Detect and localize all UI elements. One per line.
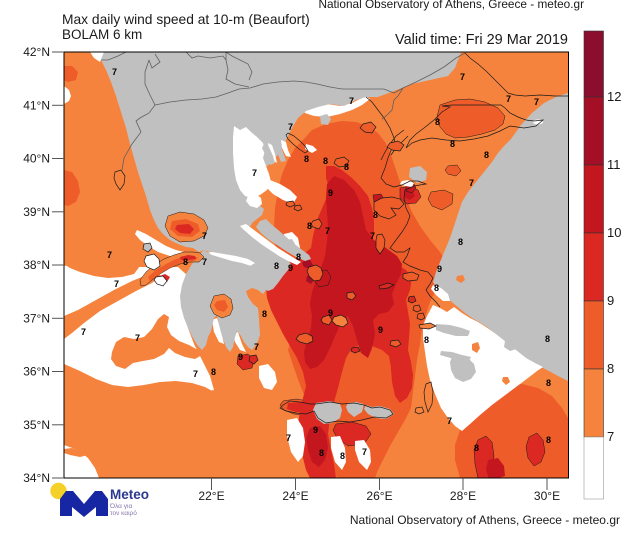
- svg-text:7: 7: [112, 67, 117, 77]
- svg-text:8: 8: [450, 139, 455, 149]
- svg-text:7: 7: [135, 333, 140, 343]
- svg-text:7: 7: [370, 231, 375, 241]
- svg-text:Max daily wind speed at 10-m (: Max daily wind speed at 10-m (Beaufort): [62, 12, 310, 27]
- svg-text:BOLAM 6 km: BOLAM 6 km: [62, 27, 142, 42]
- svg-text:7: 7: [252, 168, 257, 178]
- svg-text:National Observatory of Athens: National Observatory of Athens, Greece -…: [350, 513, 620, 527]
- svg-text:36°N: 36°N: [23, 365, 50, 379]
- svg-text:7: 7: [534, 97, 539, 107]
- svg-text:9: 9: [328, 188, 333, 198]
- svg-text:8: 8: [546, 378, 551, 388]
- svg-text:7: 7: [193, 369, 198, 379]
- svg-text:7: 7: [254, 342, 259, 352]
- svg-text:8: 8: [474, 443, 479, 453]
- svg-text:8: 8: [434, 283, 439, 293]
- svg-text:8: 8: [211, 367, 216, 377]
- svg-text:7: 7: [506, 94, 511, 104]
- svg-text:9: 9: [378, 325, 383, 335]
- svg-text:40°N: 40°N: [23, 152, 50, 166]
- svg-text:Όλα για: Όλα για: [109, 503, 132, 510]
- svg-text:7: 7: [107, 250, 112, 260]
- svg-text:8: 8: [183, 257, 188, 267]
- svg-text:10: 10: [607, 225, 621, 240]
- svg-text:11: 11: [607, 157, 621, 172]
- svg-text:7: 7: [362, 447, 367, 457]
- svg-text:34°N: 34°N: [23, 471, 50, 485]
- svg-text:9: 9: [437, 264, 442, 274]
- svg-text:8: 8: [340, 451, 345, 461]
- svg-text:7: 7: [202, 257, 207, 267]
- svg-text:7: 7: [349, 96, 354, 106]
- svg-text:8: 8: [546, 435, 551, 445]
- svg-text:7: 7: [288, 122, 293, 132]
- svg-text:7: 7: [114, 279, 119, 289]
- svg-text:8: 8: [262, 309, 267, 319]
- svg-text:7: 7: [460, 72, 465, 82]
- svg-text:8: 8: [458, 237, 463, 247]
- svg-text:8: 8: [484, 150, 489, 160]
- svg-text:41°N: 41°N: [23, 98, 50, 112]
- svg-text:8: 8: [344, 162, 349, 172]
- svg-text:30°E: 30°E: [534, 489, 560, 503]
- svg-text:7: 7: [325, 226, 330, 236]
- svg-text:22°E: 22°E: [198, 489, 224, 503]
- svg-text:8: 8: [424, 335, 429, 345]
- svg-text:37°N: 37°N: [23, 311, 50, 325]
- svg-text:8: 8: [274, 261, 279, 271]
- svg-text:42°N: 42°N: [23, 45, 50, 59]
- svg-text:7: 7: [286, 433, 291, 443]
- svg-text:9: 9: [288, 263, 293, 273]
- svg-text:9: 9: [607, 293, 614, 308]
- svg-text:9: 9: [328, 308, 333, 318]
- svg-text:9: 9: [238, 352, 243, 362]
- svg-text:8: 8: [435, 117, 440, 127]
- svg-text:Valid time: Fri 29 Mar 2019: Valid time: Fri 29 Mar 2019: [395, 32, 568, 48]
- svg-text:24°E: 24°E: [282, 489, 308, 503]
- svg-text:12: 12: [607, 89, 621, 104]
- svg-text:8: 8: [304, 154, 309, 164]
- svg-text:Meteo: Meteo: [110, 487, 149, 502]
- svg-text:8: 8: [545, 334, 550, 344]
- svg-text:7: 7: [469, 178, 474, 188]
- svg-text:National Observatory of Athens: National Observatory of Athens, Greece -…: [318, 0, 584, 11]
- svg-text:35°N: 35°N: [23, 418, 50, 432]
- svg-text:8: 8: [307, 221, 312, 231]
- svg-text:8: 8: [323, 156, 328, 166]
- svg-text:26°E: 26°E: [366, 489, 392, 503]
- svg-text:8: 8: [319, 448, 324, 458]
- svg-text:7: 7: [202, 231, 207, 241]
- svg-text:28°E: 28°E: [450, 489, 476, 503]
- svg-text:38°N: 38°N: [23, 258, 50, 272]
- svg-text:9: 9: [313, 425, 318, 435]
- svg-text:8: 8: [296, 252, 301, 262]
- svg-text:39°N: 39°N: [23, 205, 50, 219]
- svg-text:7: 7: [81, 327, 86, 337]
- svg-text:7: 7: [447, 416, 452, 426]
- svg-text:8: 8: [607, 361, 614, 376]
- svg-text:7: 7: [607, 429, 614, 444]
- svg-text:τον καιρό: τον καιρό: [110, 509, 137, 517]
- svg-text:8: 8: [373, 210, 378, 220]
